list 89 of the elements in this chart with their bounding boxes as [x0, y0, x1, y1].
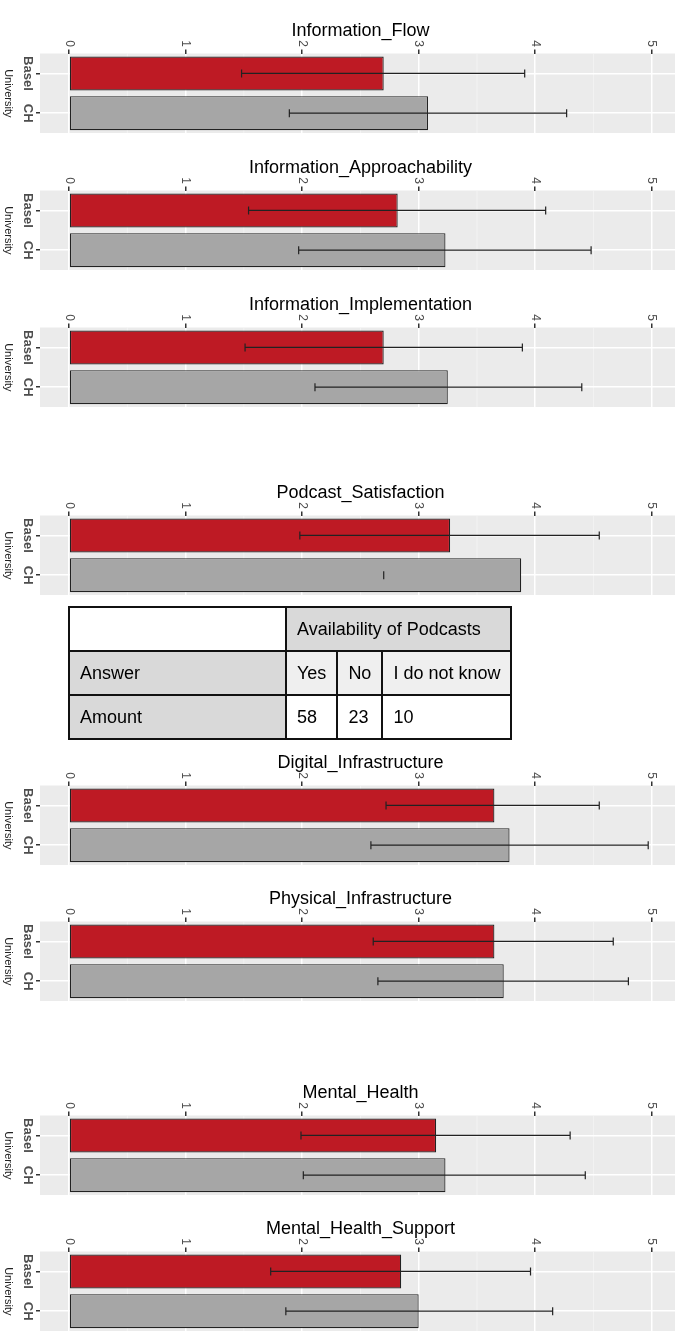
- x-tick-label: 5: [645, 772, 660, 780]
- y-tick-label: CH: [21, 835, 37, 855]
- x-tick-label: 0: [62, 908, 77, 916]
- y-tick-label: CH: [21, 565, 37, 585]
- y-axis-title: University: [2, 1267, 15, 1316]
- y-tick-label: Basel: [21, 1118, 37, 1153]
- y-tick-label: CH: [21, 1165, 37, 1185]
- chart-title: Mental_Health_Support: [265, 1217, 456, 1239]
- y-axis-title: University: [2, 1131, 15, 1180]
- y-tick-label: Basel: [21, 330, 37, 365]
- x-tick-label: 3: [412, 1238, 427, 1246]
- chart-title: Information_Implementation: [248, 293, 473, 315]
- y-axis-title: University: [2, 69, 15, 118]
- category-label: I do not know: [382, 651, 512, 695]
- x-tick-label: 3: [412, 1102, 427, 1110]
- y-tick-label: CH: [21, 240, 37, 260]
- y-tick-label: Basel: [21, 924, 37, 959]
- y-axis-title: University: [2, 801, 15, 850]
- y-tick-label: CH: [21, 1301, 37, 1321]
- x-tick-label: 4: [528, 1238, 543, 1246]
- x-tick-label: 2: [295, 1238, 310, 1246]
- chart-title: Information_Approachability: [248, 156, 473, 178]
- x-tick-label: 4: [528, 772, 543, 780]
- chart-title: Mental_Health: [302, 1081, 419, 1103]
- x-tick-label: 1: [179, 908, 194, 916]
- data-label: 10: [382, 695, 512, 739]
- x-tick-label: 1: [179, 502, 194, 510]
- y-tick-label: Basel: [21, 518, 37, 553]
- text: Availability of Podcasts: [286, 607, 512, 651]
- x-tick-label: 1: [179, 1238, 194, 1246]
- chart-title: Digital_Infrastructure: [277, 751, 444, 773]
- y-axis-title: University: [2, 343, 15, 392]
- x-tick-label: 0: [62, 772, 77, 780]
- x-tick-label: 4: [528, 177, 543, 185]
- y-tick-label: CH: [21, 377, 37, 397]
- x-tick-label: 1: [179, 177, 194, 185]
- category-label: Yes: [286, 651, 338, 695]
- x-tick-label: 2: [295, 314, 310, 322]
- x-tick-label: 2: [295, 40, 310, 48]
- x-tick-label: 2: [295, 177, 310, 185]
- x-tick-label: 5: [645, 314, 660, 322]
- y-axis-title: University: [2, 206, 15, 255]
- x-tick-label: 5: [645, 502, 660, 510]
- x-tick-label: 5: [645, 1238, 660, 1246]
- x-tick-label: 5: [645, 177, 660, 185]
- x-tick-label: 4: [528, 40, 543, 48]
- x-tick-label: 1: [179, 1102, 194, 1110]
- x-tick-label: 0: [62, 177, 77, 185]
- x-tick-label: 2: [295, 1102, 310, 1110]
- x-tick-label: 3: [412, 40, 427, 48]
- y-axis-title: University: [2, 937, 15, 986]
- category-label: No: [337, 651, 383, 695]
- data-label: 23: [337, 695, 383, 739]
- y-tick-label: CH: [21, 103, 37, 123]
- x-tick-label: 5: [645, 40, 660, 48]
- y-tick-label: Basel: [21, 1254, 37, 1289]
- x-tick-label: 0: [62, 1238, 77, 1246]
- x-tick-label: 1: [179, 772, 194, 780]
- y-tick-label: CH: [21, 971, 37, 991]
- x-tick-label: 1: [179, 314, 194, 322]
- data-label: 58: [286, 695, 338, 739]
- text: Amount: [69, 695, 286, 739]
- chart-title: Podcast_Satisfaction: [276, 481, 445, 503]
- x-tick-label: 1: [179, 40, 194, 48]
- x-tick-label: 0: [62, 502, 77, 510]
- chart-title: Physical_Infrastructure: [268, 887, 453, 909]
- x-tick-label: 4: [528, 502, 543, 510]
- x-tick-label: 2: [295, 502, 310, 510]
- y-tick-label: Basel: [21, 56, 37, 91]
- x-tick-label: 4: [528, 1102, 543, 1110]
- x-tick-label: 5: [645, 1102, 660, 1110]
- x-tick-label: 0: [62, 40, 77, 48]
- y-tick-label: Basel: [21, 193, 37, 228]
- x-tick-label: 3: [412, 908, 427, 916]
- x-tick-label: 0: [62, 314, 77, 322]
- x-tick-label: 5: [645, 908, 660, 916]
- x-tick-label: 2: [295, 772, 310, 780]
- x-tick-label: 3: [412, 772, 427, 780]
- y-axis-title: University: [2, 531, 15, 580]
- chart-title: Information_Flow: [291, 19, 431, 41]
- x-tick-label: 4: [528, 314, 543, 322]
- x-tick-label: 3: [412, 314, 427, 322]
- x-tick-label: 4: [528, 908, 543, 916]
- x-tick-label: 3: [412, 502, 427, 510]
- x-tick-label: 2: [295, 908, 310, 916]
- y-tick-label: Basel: [21, 788, 37, 823]
- x-tick-label: 3: [412, 177, 427, 185]
- text: Answer: [69, 651, 286, 695]
- x-tick-label: 0: [62, 1102, 77, 1110]
